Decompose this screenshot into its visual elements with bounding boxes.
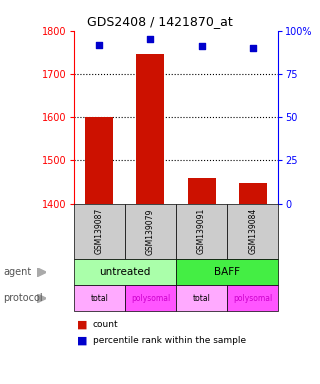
Point (97, 41, 102, 48)
Text: agent: agent (3, 267, 31, 277)
Polygon shape (37, 294, 46, 303)
Text: GSM139087: GSM139087 (95, 208, 104, 255)
Point (199, 43, 204, 49)
Text: GSM139091: GSM139091 (197, 208, 206, 255)
Text: total: total (90, 294, 108, 303)
Point (148, 36, 153, 42)
Text: polysomal: polysomal (233, 294, 272, 303)
Bar (136, 55, 164, 204)
Bar (188, 179, 216, 204)
Text: protocol: protocol (3, 293, 43, 303)
Text: untreated: untreated (99, 267, 150, 277)
Bar (85, 117, 113, 204)
Bar (239, 183, 267, 204)
Text: count: count (93, 320, 118, 329)
Text: ■: ■ (77, 320, 87, 330)
Text: GSM139079: GSM139079 (146, 208, 155, 255)
Text: percentile rank within the sample: percentile rank within the sample (93, 336, 246, 345)
Text: BAFF: BAFF (214, 267, 240, 277)
Text: GDS2408 / 1421870_at: GDS2408 / 1421870_at (87, 15, 233, 28)
Polygon shape (37, 268, 46, 277)
Point (250, 45, 255, 51)
Text: ■: ■ (77, 335, 87, 345)
Text: polysomal: polysomal (131, 294, 170, 303)
Text: total: total (193, 294, 211, 303)
Text: GSM139084: GSM139084 (248, 208, 257, 255)
